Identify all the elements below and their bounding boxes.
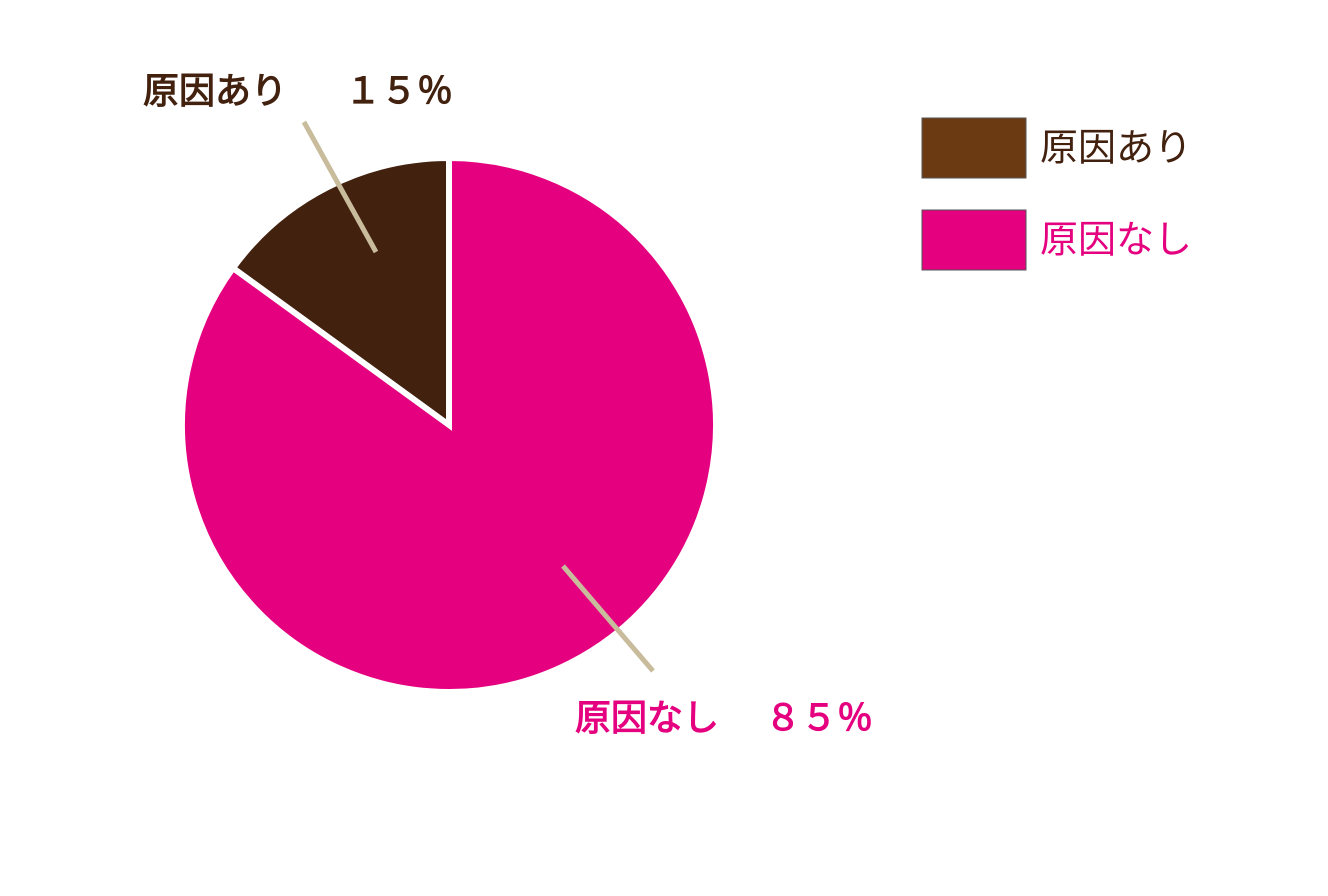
data-label-category: 原因なし	[575, 698, 719, 739]
leader-line	[301, 120, 379, 254]
data-label-value: １５％	[345, 71, 453, 112]
legend-swatch	[921, 117, 1027, 179]
pie-slice	[228, 154, 452, 431]
data-label-value: ８５％	[765, 698, 873, 739]
data-label-category: 原因あり	[143, 71, 287, 112]
leader-line	[561, 564, 655, 673]
legend-label: 原因なし	[1040, 218, 1192, 262]
legend-swatch	[921, 209, 1027, 271]
legend-label: 原因あり	[1040, 126, 1192, 170]
pie-slice	[179, 154, 719, 695]
